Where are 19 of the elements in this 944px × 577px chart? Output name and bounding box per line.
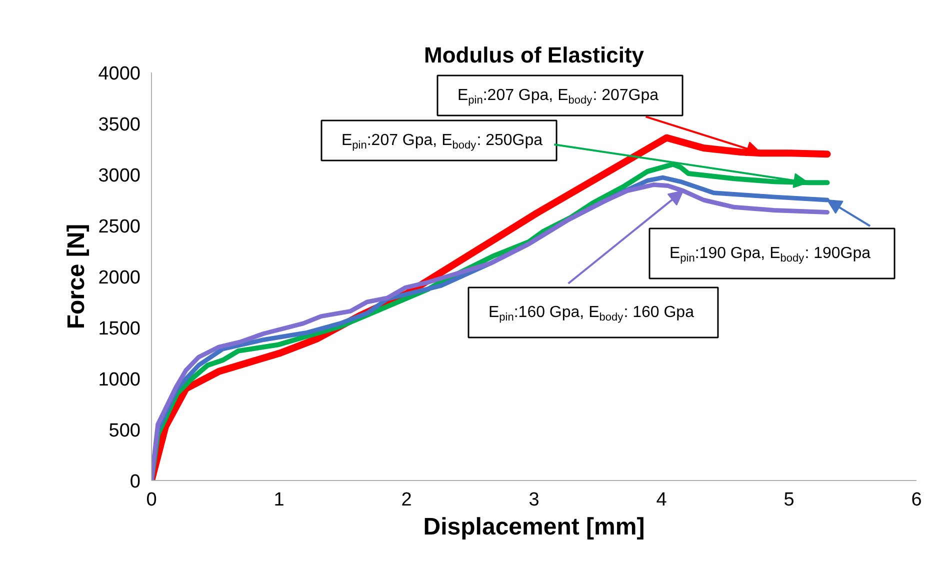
x-tick-label: 1 — [274, 490, 284, 510]
x-tick-label: 2 — [401, 490, 412, 510]
y-tick-label: 3000 — [98, 166, 141, 186]
x-tick-label: 5 — [784, 490, 794, 510]
y-tick-label: 2500 — [98, 216, 141, 238]
x-tick-label: 4 — [656, 490, 668, 510]
x-axis-title: Displacement [mm] — [423, 514, 645, 540]
y-tick-label: 500 — [108, 420, 140, 442]
y-tick-label: 2000 — [98, 268, 141, 288]
y-tick-label: 0 — [130, 472, 141, 492]
y-tick-label: 1000 — [98, 370, 141, 390]
y-tick-label: 3500 — [98, 114, 141, 136]
y-axis-title: Force [N] — [63, 224, 90, 330]
x-tick-label: 6 — [911, 490, 922, 510]
chart-title: Modulus of Elasticity — [424, 42, 645, 68]
x-tick-label: 3 — [528, 490, 540, 510]
x-tick-label: 0 — [146, 490, 157, 510]
y-tick-label: 4000 — [98, 64, 141, 84]
y-tick-label: 1500 — [98, 318, 141, 340]
